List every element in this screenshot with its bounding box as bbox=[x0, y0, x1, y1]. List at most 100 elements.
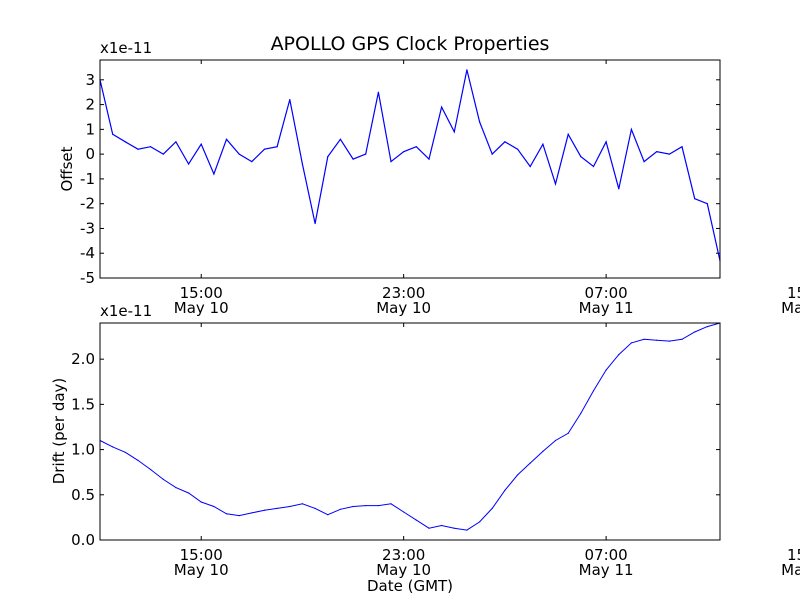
ytick-label: 1.0 bbox=[71, 441, 95, 459]
data-point bbox=[301, 503, 303, 505]
xtick-time-label: 07:00 bbox=[585, 284, 628, 302]
xtick-date-label: May 10 bbox=[174, 561, 229, 579]
data-point bbox=[263, 509, 266, 511]
data-point bbox=[289, 505, 291, 508]
data-point bbox=[567, 432, 569, 434]
data-point bbox=[390, 503, 392, 505]
data-point bbox=[668, 340, 671, 342]
data-point bbox=[694, 198, 696, 200]
data-point bbox=[213, 173, 215, 175]
data-point bbox=[491, 153, 493, 155]
data-point bbox=[213, 505, 215, 508]
drift-yticks: 2.0 1.5 1.0 0.5 0.0 bbox=[71, 350, 720, 549]
data-point bbox=[276, 507, 278, 509]
ytick-label: 0.5 bbox=[71, 486, 95, 504]
data-point bbox=[251, 512, 253, 514]
data-point bbox=[200, 143, 202, 145]
data-point bbox=[618, 188, 620, 190]
data-point bbox=[124, 451, 126, 453]
data-point bbox=[225, 138, 228, 140]
data-point bbox=[263, 148, 266, 150]
data-point bbox=[162, 478, 164, 480]
data-point bbox=[403, 151, 405, 153]
drift-ylabel: Drift (per day) bbox=[50, 378, 68, 485]
xtick-date-label: May 10 bbox=[376, 561, 431, 579]
data-point bbox=[491, 507, 493, 509]
data-point bbox=[327, 156, 329, 158]
data-point bbox=[706, 203, 708, 205]
ytick-label: -5 bbox=[80, 269, 95, 287]
ytick-label: 1 bbox=[85, 120, 95, 138]
data-point bbox=[554, 439, 557, 442]
data-point bbox=[238, 515, 240, 517]
xtick-time-label: 23:00 bbox=[382, 546, 425, 564]
data-point bbox=[352, 505, 354, 508]
data-point bbox=[668, 153, 671, 155]
data-point bbox=[188, 163, 190, 165]
ytick-label: 3 bbox=[85, 71, 95, 89]
data-point bbox=[428, 158, 430, 160]
drift-multiplier: x1e-11 bbox=[100, 302, 152, 320]
ytick-label: -1 bbox=[80, 170, 95, 188]
data-point bbox=[592, 390, 595, 392]
data-point bbox=[643, 338, 645, 340]
data-point bbox=[365, 153, 367, 155]
data-point bbox=[694, 331, 696, 333]
data-point bbox=[504, 141, 506, 143]
data-point bbox=[441, 524, 443, 527]
data-point bbox=[529, 462, 531, 464]
data-point bbox=[327, 514, 329, 516]
data-point bbox=[377, 91, 379, 93]
drift-xlabel: Date (GMT) bbox=[367, 577, 453, 595]
drift-panel: x1e-11 Drift (per day) Date (GMT) 2.0 1.5… bbox=[50, 302, 800, 595]
xtick-date-label: May 10 bbox=[174, 299, 229, 317]
data-point bbox=[238, 153, 240, 155]
data-point bbox=[643, 161, 645, 163]
ytick-label: 0 bbox=[85, 145, 95, 163]
data-point bbox=[630, 342, 633, 344]
drift-frame bbox=[99, 322, 721, 541]
data-point bbox=[112, 446, 114, 448]
xtick-time-label: 15:00 bbox=[180, 546, 223, 564]
data-point bbox=[479, 121, 481, 123]
data-point bbox=[580, 156, 582, 158]
data-point bbox=[225, 513, 228, 515]
ytick-label: -4 bbox=[80, 244, 95, 262]
data-point bbox=[200, 501, 202, 503]
xtick-time-label: 23:00 bbox=[382, 284, 425, 302]
data-point bbox=[618, 354, 620, 356]
data-point bbox=[365, 505, 367, 507]
xtick-date-label: May 11 bbox=[579, 299, 634, 317]
data-point bbox=[681, 338, 683, 340]
data-point bbox=[605, 141, 607, 143]
data-point bbox=[175, 141, 177, 143]
data-point bbox=[542, 143, 544, 145]
data-point bbox=[112, 133, 114, 135]
data-point bbox=[656, 151, 658, 153]
data-point bbox=[150, 468, 152, 471]
data-point bbox=[188, 492, 190, 494]
drift-plot-area bbox=[99, 322, 721, 531]
data-point bbox=[403, 511, 405, 513]
data-point bbox=[529, 165, 531, 168]
chart-title: APOLLO GPS Clock Properties bbox=[271, 33, 550, 55]
offset-plot-area bbox=[99, 69, 721, 262]
data-point bbox=[289, 99, 291, 101]
ytick-label: 2 bbox=[85, 96, 95, 114]
data-point bbox=[124, 141, 126, 143]
xtick-time-label: 15:00 bbox=[180, 284, 223, 302]
xtick-time-label: 15:00 bbox=[787, 546, 800, 564]
xtick-time-label: 07:00 bbox=[585, 546, 628, 564]
series-line-offset bbox=[99, 69, 721, 261]
data-point bbox=[517, 474, 519, 476]
data-point bbox=[137, 148, 139, 150]
series-line-drift bbox=[99, 322, 721, 531]
data-point bbox=[567, 133, 569, 135]
data-point bbox=[162, 153, 164, 155]
data-point bbox=[339, 138, 341, 140]
xtick-date-label: May 11 bbox=[579, 561, 634, 579]
data-point bbox=[415, 519, 417, 521]
offset-frame bbox=[99, 59, 721, 279]
